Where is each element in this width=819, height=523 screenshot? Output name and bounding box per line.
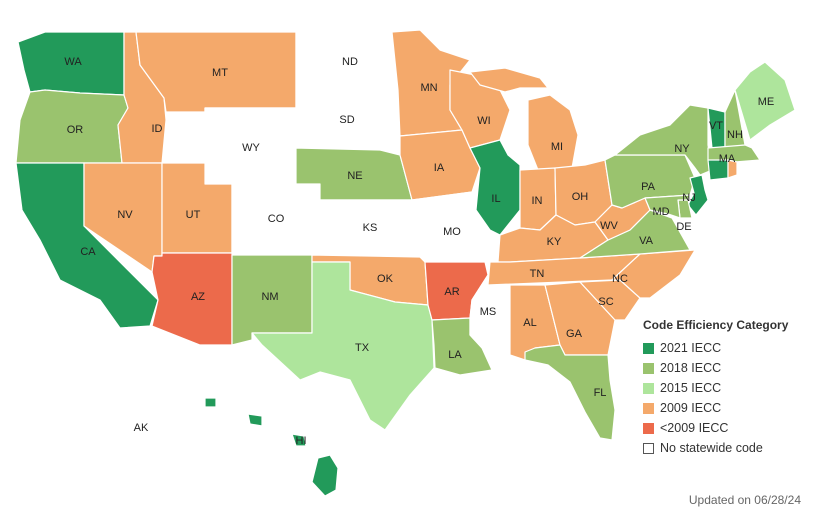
label-ok: OK — [377, 273, 394, 285]
label-ga: GA — [566, 328, 583, 340]
state-ny[interactable] — [614, 104, 713, 176]
label-md: MD — [652, 206, 669, 218]
state-hi-oahu — [247, 413, 263, 427]
label-wv: WV — [600, 220, 618, 232]
state-mi[interactable] — [527, 94, 579, 171]
state-md[interactable] — [644, 194, 691, 219]
label-mi: MI — [551, 141, 563, 153]
label-tn: TN — [530, 268, 545, 280]
label-vt: VT — [709, 120, 723, 132]
label-sc: SC — [598, 296, 613, 308]
label-id: ID — [152, 123, 163, 135]
label-in: IN — [532, 195, 543, 207]
label-va: VA — [639, 235, 654, 247]
label-nh: NH — [727, 129, 743, 141]
state-hi[interactable] — [311, 454, 339, 497]
label-nv: NV — [117, 209, 133, 221]
label-ar: AR — [444, 286, 459, 298]
label-tx: TX — [355, 342, 370, 354]
label-pa: PA — [641, 181, 656, 193]
legend-item-no-code[interactable]: No statewide code — [643, 438, 813, 458]
legend-title: Code Efficiency Category — [643, 318, 789, 332]
label-hi: HI — [296, 435, 307, 447]
legend-item-pre-2009[interactable]: <2009 IECC — [643, 418, 813, 438]
label-ne: NE — [347, 170, 362, 182]
label-ma: MA — [719, 153, 736, 165]
label-fl: FL — [594, 387, 607, 399]
label-or: OR — [67, 124, 84, 136]
state-fl[interactable] — [524, 344, 616, 441]
legend-swatch — [643, 342, 654, 354]
label-ak: AK — [134, 422, 149, 434]
legend-swatch — [643, 402, 654, 414]
label-al: AL — [523, 317, 536, 329]
state-ri[interactable] — [727, 159, 738, 179]
label-wa: WA — [64, 56, 82, 68]
label-ny: NY — [674, 143, 690, 155]
label-co: CO — [268, 213, 285, 225]
legend-swatch — [643, 382, 654, 394]
legend-item-2015[interactable]: 2015 IECC — [643, 378, 813, 398]
label-mt: MT — [212, 67, 228, 79]
legend: Code Efficiency Category 2021 IECC 2018 … — [643, 318, 813, 458]
updated-timestamp: Updated on 06/28/24 — [688, 493, 801, 507]
label-nj: NJ — [682, 192, 695, 204]
label-mn: MN — [420, 82, 437, 94]
label-oh: OH — [572, 191, 589, 203]
label-de: DE — [676, 221, 691, 233]
state-me[interactable] — [734, 61, 796, 141]
state-tx[interactable] — [251, 261, 435, 431]
label-ca: CA — [80, 246, 96, 258]
legend-item-2009[interactable]: 2009 IECC — [643, 398, 813, 418]
legend-swatch — [643, 442, 654, 454]
state-mi-upper — [469, 67, 549, 93]
label-nd: ND — [342, 56, 358, 68]
label-ia: IA — [434, 162, 445, 174]
label-az: AZ — [191, 291, 205, 303]
label-ms: MS — [480, 306, 497, 318]
label-nc: NC — [612, 273, 628, 285]
label-ut: UT — [186, 209, 201, 221]
legend-swatch — [643, 422, 654, 434]
legend-swatch — [643, 362, 654, 374]
label-mo: MO — [443, 226, 461, 238]
state-hi-maui — [291, 433, 307, 447]
legend-label: 2015 IECC — [660, 381, 722, 395]
label-wy: WY — [242, 142, 260, 154]
label-sd: SD — [339, 114, 354, 126]
state-nj[interactable] — [687, 174, 709, 216]
label-ky: KY — [547, 236, 562, 248]
label-nm: NM — [261, 291, 278, 303]
legend-label: <2009 IECC — [660, 421, 729, 435]
legend-label: 2021 IECC — [660, 341, 722, 355]
state-ak[interactable] — [77, 364, 213, 499]
legend-item-2021[interactable]: 2021 IECC — [643, 338, 813, 358]
state-hi-kauai — [204, 397, 217, 408]
label-il: IL — [491, 193, 500, 205]
label-ks: KS — [363, 222, 378, 234]
legend-label: No statewide code — [660, 441, 763, 455]
legend-item-2018[interactable]: 2018 IECC — [643, 358, 813, 378]
legend-label: 2018 IECC — [660, 361, 722, 375]
label-la: LA — [448, 349, 462, 361]
state-il[interactable] — [469, 139, 521, 236]
legend-label: 2009 IECC — [660, 401, 722, 415]
label-wi: WI — [477, 115, 490, 127]
label-me: ME — [758, 96, 775, 108]
